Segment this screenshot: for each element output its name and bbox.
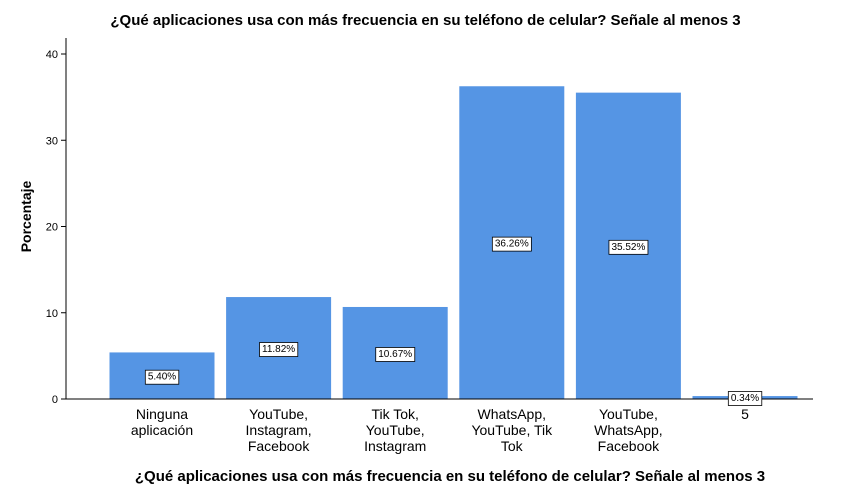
- data-label: 0.34%: [727, 391, 763, 406]
- chart-title: ¿Qué aplicaciones usa con más frecuencia…: [110, 12, 741, 29]
- svg-text:11.82%: 11.82%: [262, 344, 295, 355]
- labels-group: Ninguna aplicación YouTube, Instagram, Faceb…: [131, 236, 763, 454]
- x-tick-label: 5: [741, 406, 749, 422]
- data-label: 5.40%: [144, 369, 180, 385]
- data-label: 36.26%: [491, 236, 532, 252]
- svg-text:5.40%: 5.40%: [148, 372, 176, 383]
- data-label: 11.82%: [259, 342, 299, 357]
- y-axis-title: Porcentaje: [18, 180, 34, 252]
- bars-group: [109, 86, 798, 399]
- x-tick-label: WhatsApp, YouTube, Tik Tok: [471, 406, 553, 454]
- data-label: 35.52%: [608, 239, 649, 255]
- data-label: 10.67%: [375, 347, 416, 362]
- x-tick-label: YouTube, Instagram, Facebook: [246, 406, 312, 454]
- svg-text:35.52%: 35.52%: [611, 242, 645, 253]
- x-tick-label: Tik Tok, YouTube, Instagram: [364, 406, 426, 454]
- svg-text:10.67%: 10.67%: [378, 349, 412, 360]
- x-tick-label: Ninguna aplicación: [131, 406, 193, 438]
- y-tick-label: 40: [46, 49, 58, 61]
- svg-text:36.26%: 36.26%: [495, 239, 529, 250]
- svg-text:0.34%: 0.34%: [731, 393, 759, 404]
- x-tick-label: YouTube, WhatsApp, Facebook: [594, 406, 662, 454]
- axes-group: 0 10 20 30 40 Porcentaje: [18, 38, 813, 406]
- y-tick-label: 30: [46, 135, 58, 147]
- y-tick-label: 0: [52, 394, 58, 406]
- x-axis-title: ¿Qué aplicaciones usa con más frecuencia…: [134, 468, 766, 485]
- y-tick-label: 20: [46, 222, 58, 234]
- y-tick-label: 10: [46, 308, 58, 320]
